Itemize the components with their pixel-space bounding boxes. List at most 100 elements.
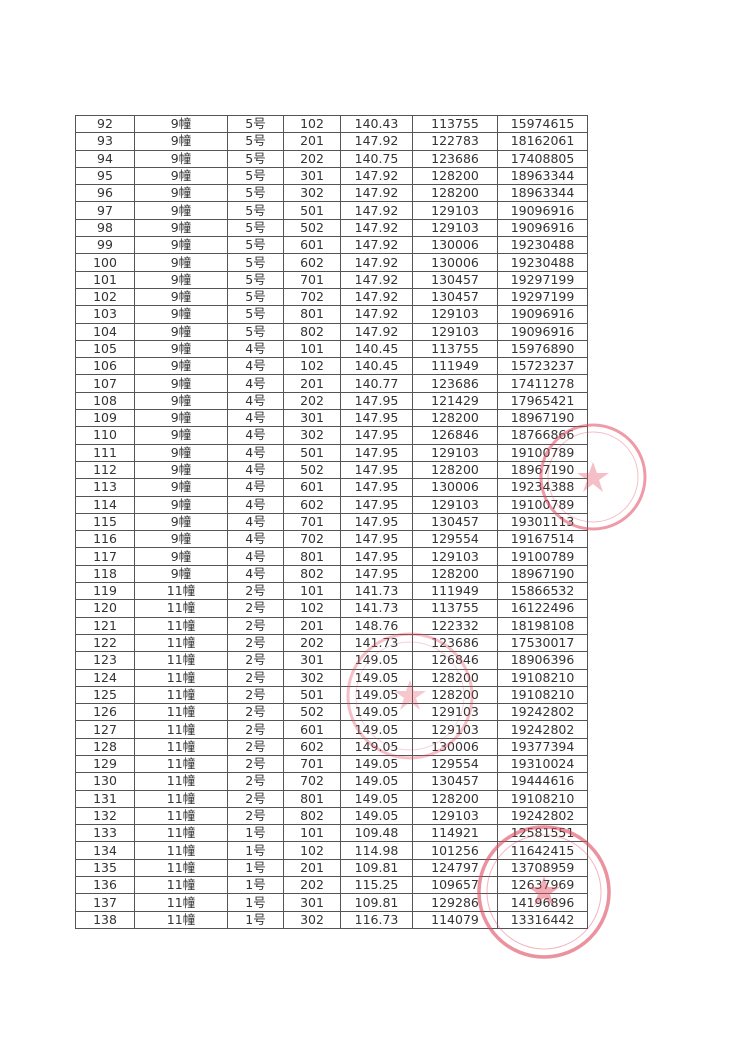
building-cell: 9幢 bbox=[134, 478, 228, 497]
total-price-cell: 19301113 bbox=[497, 512, 588, 532]
total-price-cell: 11642415 bbox=[497, 841, 588, 860]
table-row: 95 9幢 5号 301 147.92 128200 18963344 bbox=[75, 166, 588, 186]
room-cell: 101 bbox=[283, 582, 341, 601]
unit-cell: 5号 bbox=[227, 114, 284, 134]
area-cell: 116.73 bbox=[340, 910, 413, 929]
row-number-cell: 117 bbox=[75, 547, 135, 566]
building-cell: 9幢 bbox=[134, 114, 228, 134]
total-price-cell: 18963344 bbox=[497, 184, 588, 203]
room-cell: 302 bbox=[283, 668, 341, 687]
table-row: 106 9幢 4号 102 140.45 111949 15723237 bbox=[75, 357, 588, 376]
room-cell: 502 bbox=[283, 460, 341, 480]
row-number-cell: 102 bbox=[75, 287, 135, 307]
row-number-cell: 97 bbox=[75, 201, 135, 220]
row-number-cell: 98 bbox=[75, 218, 135, 238]
unit-price-cell: 129103 bbox=[412, 305, 498, 324]
unit-cell: 5号 bbox=[227, 184, 284, 203]
area-cell: 140.45 bbox=[340, 357, 413, 376]
unit-cell: 4号 bbox=[227, 564, 284, 584]
unit-cell: 1号 bbox=[227, 876, 284, 895]
unit-price-cell: 123686 bbox=[412, 374, 498, 393]
unit-cell: 1号 bbox=[227, 910, 284, 929]
building-cell: 9幢 bbox=[134, 236, 228, 255]
room-cell: 602 bbox=[283, 737, 341, 756]
unit-cell: 4号 bbox=[227, 409, 284, 428]
table-row: 105 9幢 4号 101 140.45 113755 15976890 bbox=[75, 339, 588, 359]
unit-price-cell: 122332 bbox=[412, 616, 498, 635]
unit-cell: 1号 bbox=[227, 893, 284, 912]
room-cell: 801 bbox=[283, 305, 341, 324]
unit-cell: 2号 bbox=[227, 685, 284, 705]
room-cell: 502 bbox=[283, 703, 341, 722]
unit-cell: 4号 bbox=[227, 495, 284, 514]
row-number-cell: 106 bbox=[75, 357, 135, 376]
unit-price-cell: 129554 bbox=[412, 530, 498, 549]
unit-price-cell: 128200 bbox=[412, 789, 498, 808]
building-cell: 9幢 bbox=[134, 409, 228, 428]
table-row: 108 9幢 4号 202 147.95 121429 17965421 bbox=[75, 391, 588, 411]
table-row: 98 9幢 5号 502 147.92 129103 19096916 bbox=[75, 218, 588, 238]
room-cell: 202 bbox=[283, 876, 341, 895]
table-row: 131 11幢 2号 801 149.05 128200 19108210 bbox=[75, 789, 588, 808]
unit-cell: 5号 bbox=[227, 218, 284, 238]
unit-price-cell: 128200 bbox=[412, 409, 498, 428]
room-cell: 801 bbox=[283, 547, 341, 566]
room-cell: 202 bbox=[283, 633, 341, 653]
room-cell: 802 bbox=[283, 322, 341, 341]
building-cell: 9幢 bbox=[134, 305, 228, 324]
building-cell: 11幢 bbox=[134, 633, 228, 653]
unit-price-cell: 130457 bbox=[412, 772, 498, 791]
room-cell: 201 bbox=[283, 374, 341, 393]
unit-price-cell: 129286 bbox=[412, 893, 498, 912]
total-price-cell: 19096916 bbox=[497, 201, 588, 220]
room-cell: 602 bbox=[283, 253, 341, 272]
total-price-cell: 19096916 bbox=[497, 322, 588, 341]
unit-cell: 2号 bbox=[227, 616, 284, 635]
row-number-cell: 96 bbox=[75, 184, 135, 203]
table-row: 114 9幢 4号 602 147.95 129103 19100789 bbox=[75, 495, 588, 514]
building-cell: 11幢 bbox=[134, 910, 228, 929]
total-price-cell: 19108210 bbox=[497, 685, 588, 705]
room-cell: 702 bbox=[283, 530, 341, 549]
building-cell: 11幢 bbox=[134, 737, 228, 756]
row-number-cell: 132 bbox=[75, 806, 135, 826]
row-number-cell: 138 bbox=[75, 910, 135, 929]
unit-price-cell: 130006 bbox=[412, 478, 498, 497]
unit-price-table: 92 9幢 5号 102 140.43 113755 15974615 93 9幢 5号 201 14… bbox=[75, 114, 588, 929]
total-price-cell: 19096916 bbox=[497, 218, 588, 238]
area-cell: 140.77 bbox=[340, 374, 413, 393]
building-cell: 9幢 bbox=[134, 287, 228, 307]
building-cell: 11幢 bbox=[134, 841, 228, 860]
total-price-cell: 19242802 bbox=[497, 806, 588, 826]
table-row: 97 9幢 5号 501 147.92 129103 19096916 bbox=[75, 201, 588, 220]
total-price-cell: 19297199 bbox=[497, 287, 588, 307]
total-price-cell: 19108210 bbox=[497, 789, 588, 808]
unit-price-cell: 128200 bbox=[412, 166, 498, 186]
unit-cell: 2号 bbox=[227, 737, 284, 756]
table-row: 124 11幢 2号 302 149.05 128200 19108210 bbox=[75, 668, 588, 687]
table-body: 92 9幢 5号 102 140.43 113755 15974615 93 9幢 5号 201 14… bbox=[75, 114, 588, 929]
row-number-cell: 92 bbox=[75, 114, 135, 134]
table-row: 118 9幢 4号 802 147.95 128200 18967190 bbox=[75, 564, 588, 584]
unit-cell: 4号 bbox=[227, 426, 284, 445]
unit-price-cell: 128200 bbox=[412, 685, 498, 705]
table-row: 130 11幢 2号 702 149.05 130457 19444616 bbox=[75, 772, 588, 791]
row-number-cell: 105 bbox=[75, 339, 135, 359]
table-row: 116 9幢 4号 702 147.95 129554 19167514 bbox=[75, 530, 588, 549]
row-number-cell: 126 bbox=[75, 703, 135, 722]
total-price-cell: 19310024 bbox=[497, 754, 588, 774]
building-cell: 9幢 bbox=[134, 547, 228, 566]
area-cell: 147.95 bbox=[340, 512, 413, 532]
unit-cell: 5号 bbox=[227, 201, 284, 220]
unit-price-cell: 130006 bbox=[412, 236, 498, 255]
row-number-cell: 104 bbox=[75, 322, 135, 341]
area-cell: 149.05 bbox=[340, 651, 413, 670]
room-cell: 501 bbox=[283, 201, 341, 220]
table-row: 103 9幢 5号 801 147.92 129103 19096916 bbox=[75, 305, 588, 324]
unit-price-cell: 122783 bbox=[412, 132, 498, 151]
row-number-cell: 118 bbox=[75, 564, 135, 584]
room-cell: 102 bbox=[283, 114, 341, 134]
table-row: 107 9幢 4号 201 140.77 123686 17411278 bbox=[75, 374, 588, 393]
room-cell: 202 bbox=[283, 149, 341, 168]
unit-price-cell: 123686 bbox=[412, 149, 498, 168]
